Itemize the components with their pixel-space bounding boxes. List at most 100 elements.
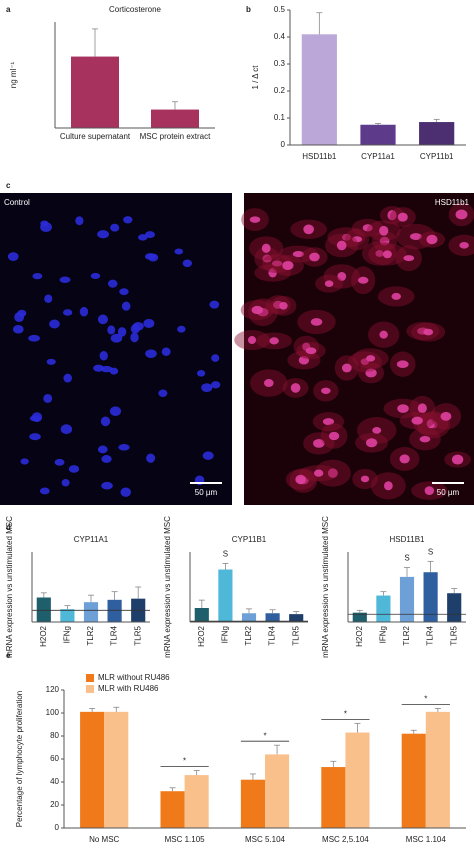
nucleus [121,301,131,311]
nucleus [440,411,452,421]
nucleus [365,368,377,378]
nucleus [120,487,132,497]
nucleus [75,216,84,226]
nucleus [123,216,133,224]
x-tick-label: TLR4 [268,625,277,645]
y-axis-label: ng ml⁻¹ [9,61,18,88]
nucleus [63,373,72,383]
x-tick-label: IFNg [63,626,72,643]
nucleus [268,268,277,278]
panel-label: c [6,181,11,190]
bar [83,602,99,622]
nucleus [97,314,109,325]
bar [240,779,265,828]
nucleus [118,443,130,451]
nucleus [109,406,122,417]
nucleus [403,255,415,262]
nucleus [324,280,334,288]
nucleus [290,383,301,393]
nucleus [59,276,71,284]
y-tick-label: 0 [55,823,60,832]
nucleus [97,445,108,454]
x-tick-label: MSC 1.104 [406,835,447,844]
significance-label: S [223,549,228,558]
micrograph [244,193,474,505]
nucleus [28,334,40,342]
nucleus [145,231,156,239]
y-tick-label: 0.1 [274,113,286,122]
nucleus [383,481,393,491]
nucleus [174,248,184,255]
bar [376,595,391,622]
y-tick-label: 60 [50,754,59,763]
y-axis-label: Percentage of lymphocyte proliferation [15,691,24,828]
nucleus [44,294,53,303]
nucleus [365,438,378,448]
nucleus [314,469,324,477]
nucleus [303,224,314,235]
nucleus [397,212,408,222]
x-tick-label: Culture supernatant [59,132,131,141]
nucleus [310,318,323,326]
bar [80,711,105,828]
x-tick-label: H2O2 [39,625,48,646]
nucleus [295,474,306,485]
x-tick-label: TLR5 [133,625,142,645]
significance-label: S [404,554,409,563]
x-tick-label: TLR5 [291,625,300,645]
y-tick-label: 0.2 [274,86,286,95]
nucleus [40,220,49,227]
bar [352,612,367,622]
nucleus [341,363,352,373]
nucleus [372,427,382,434]
chart-title: CYP11B1 [232,535,267,544]
nucleus [352,236,363,243]
bar [423,572,438,622]
legend-swatch [86,685,94,693]
nucleus [375,249,384,257]
x-tick-label: CYP11b1 [420,152,454,161]
nucleus [366,355,376,362]
nucleus [79,306,89,317]
x-tick-label: MSC protein extract [139,132,211,141]
nucleus [132,321,144,331]
nucleus [249,216,261,223]
bar [419,122,455,145]
nucleus [101,481,113,490]
micrograph [0,193,232,505]
chart-title: CYP11A1 [74,535,109,544]
x-tick-label: TLR2 [402,625,411,645]
x-tick-label: No MSC [89,835,119,844]
bar [151,109,199,128]
nucleus [309,252,320,262]
nucleus [391,292,402,300]
nucleus [341,233,351,241]
nucleus [426,419,435,429]
x-tick-label: CYP11a1 [361,152,395,161]
nucleus [31,412,43,423]
nucleus [202,451,214,460]
bar [60,609,75,622]
y-tick-label: 80 [50,731,59,740]
nucleus [313,439,325,448]
significance-label: * [344,709,347,718]
nucleus [158,389,168,397]
x-tick-label: IFNg [221,626,230,643]
bar [301,34,337,145]
x-tick-label: TLR2 [86,625,95,645]
nucleus [12,324,24,334]
nucleus [29,433,41,441]
x-tick-label: MSC 2,5.104 [322,835,369,844]
bar [241,613,257,622]
y-tick-label: 100 [46,708,60,717]
y-axis-label: mRNA expression vs unstimulated MSC [163,516,172,658]
nucleus [61,478,70,487]
nucleus [209,300,220,309]
nucleus [100,365,113,373]
nucleus [397,404,409,413]
nucleus [201,383,213,393]
bar [218,569,233,622]
nucleus [60,424,73,435]
